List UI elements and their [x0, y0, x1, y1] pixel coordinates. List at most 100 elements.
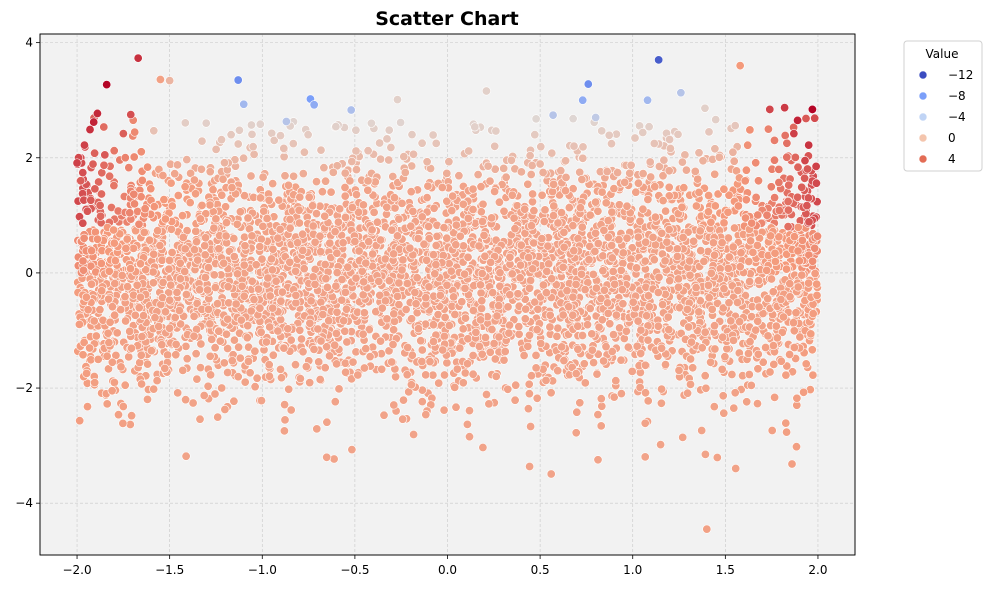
- scatter-point: [742, 397, 752, 407]
- scatter-point: [398, 395, 408, 405]
- scatter-point: [640, 256, 650, 266]
- scatter-point: [319, 163, 329, 173]
- scatter-point: [519, 350, 529, 360]
- scatter-point: [583, 79, 593, 89]
- scatter-point: [81, 292, 91, 302]
- scatter-point: [783, 205, 793, 215]
- scatter-point: [447, 206, 457, 216]
- scatter-point: [620, 177, 630, 187]
- scatter-point: [780, 131, 790, 141]
- scatter-point: [719, 218, 729, 228]
- scatter-point: [693, 174, 703, 184]
- scatter-point: [577, 175, 587, 185]
- scatter-point: [236, 315, 246, 325]
- scatter-point: [794, 256, 804, 266]
- scatter-point: [324, 351, 334, 361]
- scatter-point: [662, 237, 672, 247]
- scatter-point: [164, 264, 174, 274]
- scatter-point: [740, 176, 750, 186]
- scatter-point: [203, 285, 213, 295]
- scatter-point: [109, 146, 119, 156]
- x-tick-label: 2.0: [808, 563, 827, 577]
- scatter-point: [703, 280, 713, 290]
- scatter-point: [256, 234, 266, 244]
- scatter-point: [146, 184, 156, 194]
- scatter-point: [691, 283, 701, 293]
- scatter-point: [717, 364, 727, 374]
- scatter-point: [233, 75, 243, 85]
- scatter-point: [170, 169, 180, 179]
- scatter-point: [442, 233, 452, 243]
- scatter-point: [625, 168, 635, 178]
- scatter-point: [754, 276, 764, 286]
- scatter-point: [264, 371, 274, 381]
- scatter-point: [90, 148, 100, 158]
- scatter-point: [431, 138, 441, 148]
- scatter-point: [143, 394, 153, 404]
- scatter-point: [185, 198, 195, 208]
- scatter-point: [126, 264, 136, 274]
- scatter-point: [479, 230, 489, 240]
- scatter-point: [104, 338, 114, 348]
- scatter-point: [800, 156, 810, 166]
- scatter-point: [255, 119, 265, 129]
- scatter-point: [322, 282, 332, 292]
- scatter-point: [481, 86, 491, 96]
- scatter-point: [273, 326, 283, 336]
- scatter-point: [75, 416, 85, 426]
- scatter-point: [118, 401, 128, 411]
- scatter-point: [747, 218, 757, 228]
- scatter-point: [751, 192, 761, 202]
- scatter-point: [388, 339, 398, 349]
- scatter-point: [751, 158, 761, 168]
- scatter-point: [244, 356, 254, 366]
- scatter-point: [425, 357, 435, 367]
- scatter-point: [341, 304, 351, 314]
- scatter-point: [394, 278, 404, 288]
- scatter-point: [340, 212, 350, 222]
- scatter-point: [656, 398, 666, 408]
- scatter-point: [107, 386, 117, 396]
- scatter-point: [579, 359, 589, 369]
- scatter-point: [526, 421, 536, 431]
- scatter-point: [632, 263, 642, 273]
- scatter-point: [660, 360, 670, 370]
- scatter-point: [221, 202, 231, 212]
- scatter-point: [239, 260, 249, 270]
- scatter-point: [434, 378, 444, 388]
- scatter-point: [316, 247, 326, 257]
- scatter-point: [363, 185, 373, 195]
- scatter-point: [553, 366, 563, 376]
- scatter-point: [598, 266, 608, 276]
- scatter-point: [650, 240, 660, 250]
- scatter-point: [531, 114, 541, 124]
- scatter-point: [439, 223, 449, 233]
- scatter-point: [520, 314, 530, 324]
- scatter-point: [173, 160, 183, 170]
- scatter-point: [571, 428, 581, 438]
- scatter-point: [510, 224, 520, 234]
- scatter-point: [801, 114, 811, 124]
- scatter-point: [743, 140, 753, 150]
- scatter-point: [342, 337, 352, 347]
- scatter-point: [333, 217, 343, 227]
- scatter-point: [731, 463, 741, 473]
- scatter-point: [710, 201, 720, 211]
- scatter-point: [211, 214, 221, 224]
- scatter-point: [592, 369, 602, 379]
- scatter-point: [298, 229, 308, 239]
- scatter-point: [205, 167, 215, 177]
- x-tick-label: 1.5: [716, 563, 735, 577]
- scatter-point: [529, 238, 539, 248]
- scatter-point: [520, 204, 530, 214]
- scatter-point: [308, 221, 318, 231]
- scatter-point: [288, 139, 298, 149]
- scatter-point: [268, 179, 278, 189]
- scatter-point: [100, 150, 110, 160]
- scatter-point: [178, 211, 188, 221]
- scatter-point: [719, 408, 729, 418]
- scatter-point: [753, 349, 763, 359]
- scatter-point: [125, 326, 135, 336]
- scatter-point: [223, 367, 233, 377]
- scatter-point: [285, 223, 295, 233]
